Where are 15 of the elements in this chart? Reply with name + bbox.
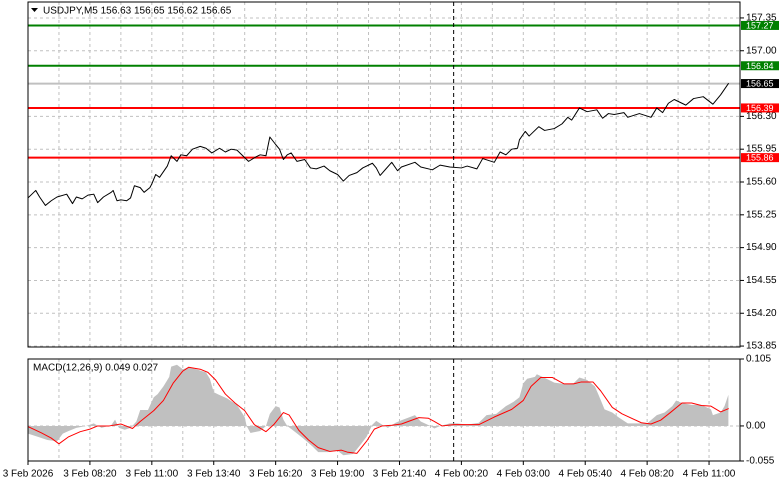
y-tick-label: 0.105 <box>746 354 772 364</box>
ref-line-label: 155.86 <box>746 152 774 163</box>
ref-line-label: 156.84 <box>746 60 774 71</box>
y-tick-label: 155.25 <box>746 209 778 220</box>
y-tick-label: 154.55 <box>746 274 778 286</box>
y-tick-label: 154.90 <box>746 242 778 254</box>
y-tick-label: 153.85 <box>746 340 778 352</box>
y-tick-label: 156.30 <box>746 110 778 122</box>
y-tick-label: 154.20 <box>746 308 778 319</box>
chart-title: USDJPY,M5 156.63 156.65 156.62 156.65 <box>43 6 232 16</box>
y-tick-label: 157.00 <box>746 45 778 56</box>
ref-line-label: 156.39 <box>746 102 774 113</box>
ref-line-label: 156.65 <box>746 78 774 89</box>
y-tick-label: 155.95 <box>746 144 778 155</box>
y-tick-label: 155.60 <box>746 176 778 188</box>
